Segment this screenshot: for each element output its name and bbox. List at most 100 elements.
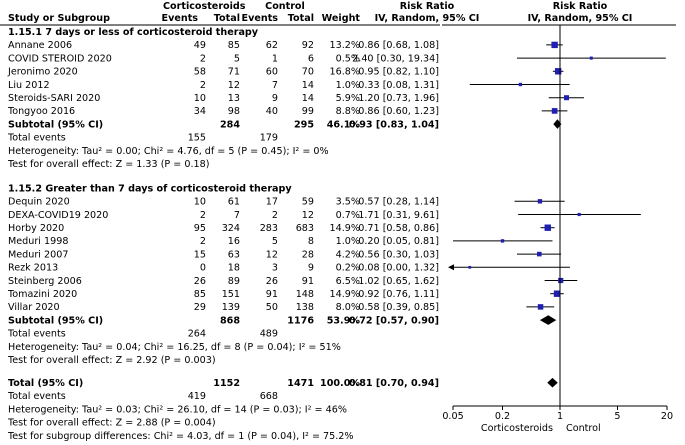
- subtotal-2-weight: 53.9%: [327, 315, 361, 326]
- study-name: DEXA-COVID19 2020: [8, 210, 108, 221]
- study-column-header: Study or Subgroup: [8, 13, 110, 24]
- total-n2: 1471: [287, 378, 314, 389]
- events-2: 91: [266, 289, 278, 300]
- total-2: 92: [302, 40, 314, 51]
- study-row-2-8: [550, 290, 564, 297]
- subtotal-2-n1: 868: [220, 315, 240, 326]
- ci-value: 2.40 [0.30, 19.34]: [352, 53, 439, 64]
- events-2: 40: [266, 106, 278, 117]
- ci-value: 0.20 [0.05, 0.81]: [358, 236, 439, 247]
- study-name: Rezk 2013: [8, 263, 58, 274]
- total-2: 9: [308, 263, 314, 274]
- total-ci: 0.81 [0.70, 0.94]: [349, 378, 439, 389]
- subtotal-1-label: Subtotal (95% CI): [8, 119, 103, 130]
- total-2: 59: [302, 197, 314, 208]
- ci-value: 0.86 [0.68, 1.08]: [358, 40, 439, 51]
- total-1: 139: [222, 302, 240, 313]
- ci-value: 1.71 [0.31, 9.61]: [358, 210, 439, 221]
- events-2: 17: [266, 197, 278, 208]
- study-name: Tongyoo 2016: [7, 106, 75, 117]
- heterogeneity-2: Heterogeneity: Tau² = 0.04; Chi² = 16.25…: [8, 342, 341, 353]
- point-estimate: [589, 56, 593, 60]
- point-estimate: [554, 68, 562, 75]
- point-estimate: [537, 304, 544, 310]
- plot-method: IV, Random, 95% CI: [528, 13, 633, 24]
- point-estimate: [553, 290, 561, 297]
- subtotal-1-weight: 46.1%: [327, 119, 361, 130]
- heterogeneity-total: Heterogeneity: Tau² = 0.03; Chi² = 26.10…: [8, 404, 347, 415]
- total-n1: 1152: [213, 378, 240, 389]
- point-estimate: [551, 41, 558, 49]
- subtotal-2-ci: 0.72 [0.57, 0.90]: [349, 315, 439, 326]
- study-name: Liu 2012: [8, 80, 50, 91]
- total-events-e2: 668: [260, 391, 278, 402]
- total-events-2-e2: 489: [260, 329, 278, 340]
- events-2: 2: [272, 210, 278, 221]
- total-events-e1: 419: [188, 391, 206, 402]
- study-name: Dequin 2020: [8, 197, 70, 208]
- weight: 6.5%: [336, 276, 360, 287]
- ci-value: 0.92 [0.76, 1.11]: [358, 289, 439, 300]
- total-events-1-e2: 179: [260, 133, 278, 144]
- total-1: 7: [234, 210, 240, 221]
- events-2: 283: [260, 223, 278, 234]
- weight: 8.8%: [336, 106, 360, 117]
- group2-header: Control: [265, 1, 305, 12]
- x-tick-label: 20: [661, 411, 673, 422]
- weight-header: Weight: [322, 13, 361, 24]
- study-name: Annane 2006: [8, 40, 72, 51]
- events-1: 95: [194, 223, 206, 234]
- weight: 0.7%: [336, 210, 360, 221]
- total-1: 18: [228, 263, 240, 274]
- subtotal-1-diamond: [553, 119, 562, 129]
- favours-left-label: Corticosteroids: [481, 423, 553, 434]
- total-header-2: Total: [288, 13, 314, 24]
- events-2: 7: [272, 80, 278, 91]
- events-1: 85: [194, 289, 206, 300]
- events-1: 0: [200, 263, 206, 274]
- weight: 16.8%: [330, 67, 360, 78]
- risk-ratio-method: IV, Random, 95% CI: [375, 13, 480, 24]
- total-2: 8: [308, 236, 314, 247]
- overall-effect-total: Test for overall effect: Z = 2.88 (P = 0…: [7, 418, 216, 429]
- events-2: 1: [272, 53, 278, 64]
- group1-header: Corticosteroids: [163, 1, 246, 12]
- study-name: Tomazini 2020: [7, 289, 77, 300]
- study-row-2-4: [453, 239, 553, 243]
- overall-effect-1: Test for overall effect: Z = 1.33 (P = 0…: [7, 159, 209, 170]
- events-header-1: Events: [162, 13, 199, 24]
- ci-value: 1.02 [0.65, 1.62]: [358, 276, 439, 287]
- total-1: 151: [222, 289, 240, 300]
- events-1: 15: [194, 249, 206, 260]
- study-name: Steinberg 2006: [8, 276, 82, 287]
- total-2: 14: [302, 80, 314, 91]
- events-2: 3: [272, 263, 278, 274]
- total-1: 13: [228, 93, 240, 104]
- events-1: 49: [194, 40, 206, 51]
- study-row-2-5: [516, 251, 562, 257]
- favours-right-label: Control: [566, 423, 601, 434]
- events-1: 10: [194, 93, 206, 104]
- study-row-2-7: [544, 277, 578, 284]
- total-2: 14: [302, 93, 314, 104]
- study-row-2-6: [448, 264, 570, 271]
- events-1: 2: [200, 210, 206, 221]
- events-header-2: Events: [242, 13, 279, 24]
- x-tick-label: 0.05: [442, 411, 463, 422]
- x-tick-label: 0.2: [495, 411, 510, 422]
- weight: 14.9%: [330, 223, 360, 234]
- total-1: 16: [228, 236, 240, 247]
- study-row-1-2: [516, 56, 666, 60]
- events-1: 2: [200, 236, 206, 247]
- point-estimate: [544, 224, 551, 231]
- weight: 5.9%: [336, 93, 360, 104]
- ci-value: 1.20 [0.73, 1.96]: [358, 93, 439, 104]
- point-estimate: [518, 82, 523, 87]
- total-1: 5: [234, 53, 240, 64]
- events-1: 2: [200, 53, 206, 64]
- study-row-2-9: [526, 304, 555, 310]
- subtotal-1-n1: 284: [220, 119, 240, 130]
- study-row-1-3: [552, 68, 564, 75]
- point-estimate: [537, 251, 542, 257]
